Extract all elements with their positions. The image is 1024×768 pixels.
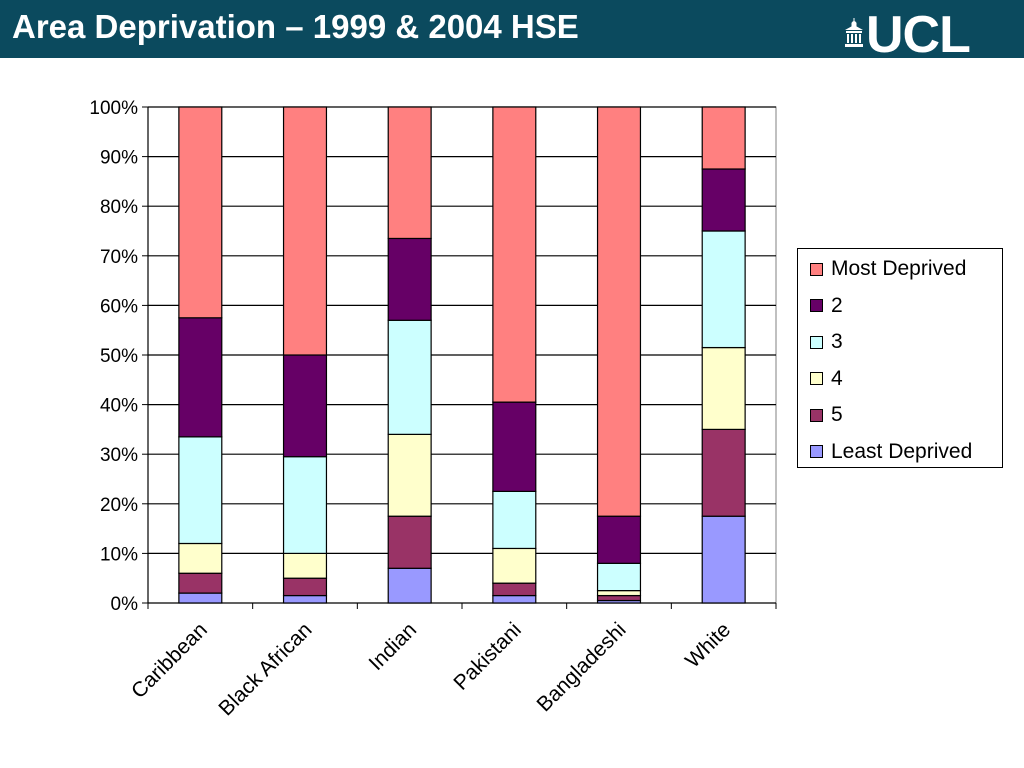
legend-label: Most Deprived <box>831 257 967 280</box>
bar-segment <box>701 515 746 604</box>
y-tick-label: 10% <box>100 544 138 565</box>
ucl-logo: UCL <box>844 6 994 64</box>
legend-label: Least Deprived <box>831 439 973 463</box>
legend-label: 2 <box>831 293 843 317</box>
legend-item: Least Deprived <box>810 440 972 464</box>
legend-label: 4 <box>831 366 843 390</box>
y-tick-label: 90% <box>100 148 138 169</box>
x-category-label: White <box>681 618 735 672</box>
bar-segment <box>701 168 746 232</box>
x-category-label: Pakistani <box>449 618 526 695</box>
bar-segment <box>596 589 642 597</box>
bar-segment <box>178 106 223 319</box>
legend-item: 4 <box>810 367 843 391</box>
bar-segment <box>178 572 223 594</box>
bar-segment <box>492 547 537 584</box>
bar-segment <box>492 490 537 550</box>
y-tick-label: 70% <box>100 247 138 268</box>
legend-swatch <box>810 408 823 422</box>
y-tick-label: 30% <box>100 445 138 466</box>
bar-segment <box>596 562 642 592</box>
y-tick-label: 80% <box>100 197 138 218</box>
bar-segment <box>178 317 223 438</box>
bar-segment <box>492 401 537 492</box>
x-category-label: Black African <box>214 618 316 720</box>
bar-segment <box>596 594 642 602</box>
legend-item: 5 <box>810 403 843 427</box>
x-category-label: Indian <box>364 618 421 675</box>
legend-label: 3 <box>831 330 843 353</box>
bar-segment <box>701 346 746 430</box>
bar-segment <box>178 436 223 545</box>
bar-segment <box>387 515 432 569</box>
y-tick-label: 100% <box>89 98 138 119</box>
bar-segment <box>387 106 432 240</box>
bar-segment <box>492 106 537 403</box>
legend-swatch <box>810 372 823 385</box>
bar-segment <box>596 515 642 564</box>
legend-swatch <box>810 262 823 276</box>
bar-segment <box>492 582 537 597</box>
bar-segment <box>282 354 328 458</box>
bar-segment <box>282 552 328 579</box>
y-tick-label: 60% <box>100 296 138 317</box>
x-category-label: Caribbean <box>127 618 212 703</box>
x-category-label: Bangladeshi <box>533 618 631 716</box>
bar-segment <box>492 594 537 604</box>
logo-wordmark: UCL <box>866 6 971 64</box>
legend-item: 2 <box>810 294 843 318</box>
chart-legend: Most Deprived 2 3 4 5 Least Deprived <box>797 248 1003 468</box>
legend-swatch <box>810 335 823 349</box>
legend-item: 3 <box>810 330 843 354</box>
y-tick-label: 50% <box>100 346 138 367</box>
bar-segment <box>387 433 432 517</box>
bar-segment <box>282 456 328 554</box>
header-bar: Area Deprivation – 1999 & 2004 HSE UCL <box>0 0 1024 64</box>
bar-segment <box>596 106 642 517</box>
bar-segment <box>282 577 328 597</box>
portico-icon <box>845 18 863 47</box>
bar-segment <box>701 106 746 170</box>
legend-swatch <box>810 445 823 458</box>
bar-segment <box>701 428 746 517</box>
bar-segment <box>178 592 223 604</box>
bar-segment <box>282 594 328 604</box>
y-tick-label: 40% <box>100 396 138 417</box>
legend-label: 5 <box>831 403 843 426</box>
bar-segment <box>387 567 432 604</box>
y-tick-label: 0% <box>111 594 139 615</box>
bar-segment <box>282 106 328 356</box>
legend-item: Most Deprived <box>810 257 966 281</box>
page-title: Area Deprivation – 1999 & 2004 HSE <box>12 8 579 45</box>
bar-segment <box>387 237 432 321</box>
y-tick-label: 20% <box>100 495 138 516</box>
legend-swatch <box>810 299 823 312</box>
bar-segment <box>387 319 432 435</box>
bar-segment <box>178 542 223 574</box>
bar-segment <box>701 230 746 349</box>
